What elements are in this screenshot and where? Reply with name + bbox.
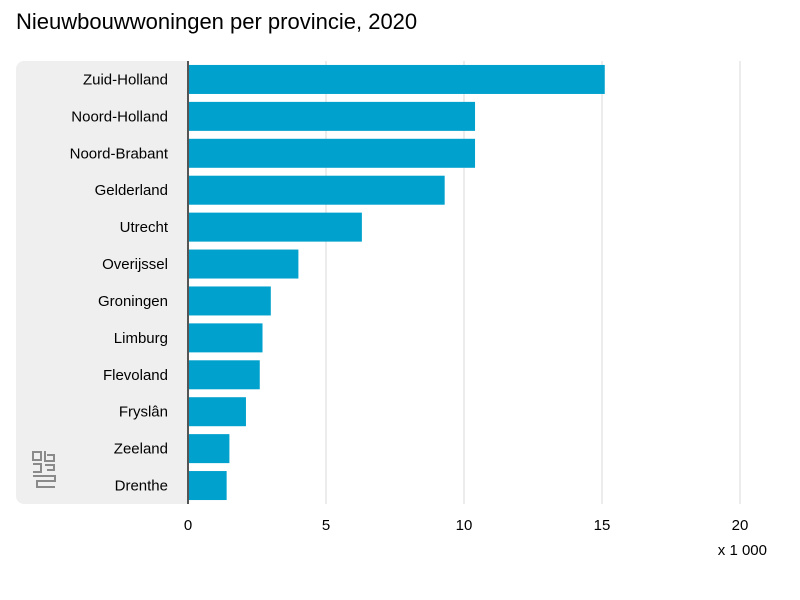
x-tick-label: 5 [322,517,330,534]
bar [188,397,246,427]
unit-label: x 1 000 [717,542,767,559]
bar [188,64,605,94]
category-label: Drenthe [115,478,168,495]
category-label: Gelderland [95,182,168,199]
cbs-logo-icon [32,451,56,488]
bars [188,64,605,501]
category-label-panel [16,61,187,504]
category-label: Limburg [114,330,168,347]
x-axis-ticks: 0 5 10 15 20 [184,517,749,534]
category-labels: Zuid-Holland Noord-Holland Noord-Brabant Ge… [70,71,169,494]
category-label: Zeeland [114,441,168,458]
bar [188,471,227,501]
bar [188,323,263,353]
bar [188,175,445,205]
category-label: Groningen [98,293,168,310]
chart-title: Nieuwbouwwoningen per provincie, 2020 [16,9,418,34]
x-tick-label: 20 [732,517,749,534]
bar [188,286,271,316]
x-tick-label: 15 [594,517,611,534]
gridlines [325,61,741,504]
category-label: Noord-Brabant [70,145,169,162]
bar [188,360,260,390]
bar [188,434,230,464]
category-label: Flevoland [103,367,168,384]
category-label: Noord-Holland [71,108,168,125]
x-tick-label: 0 [184,517,192,534]
bar [188,212,362,242]
category-label: Fryslân [119,404,168,421]
bar [188,101,476,131]
category-label: Overijssel [102,256,168,273]
category-label: Utrecht [120,219,169,236]
x-tick-label: 10 [456,517,473,534]
bar [188,249,299,279]
category-label: Zuid-Holland [83,71,168,88]
bar [188,138,476,168]
